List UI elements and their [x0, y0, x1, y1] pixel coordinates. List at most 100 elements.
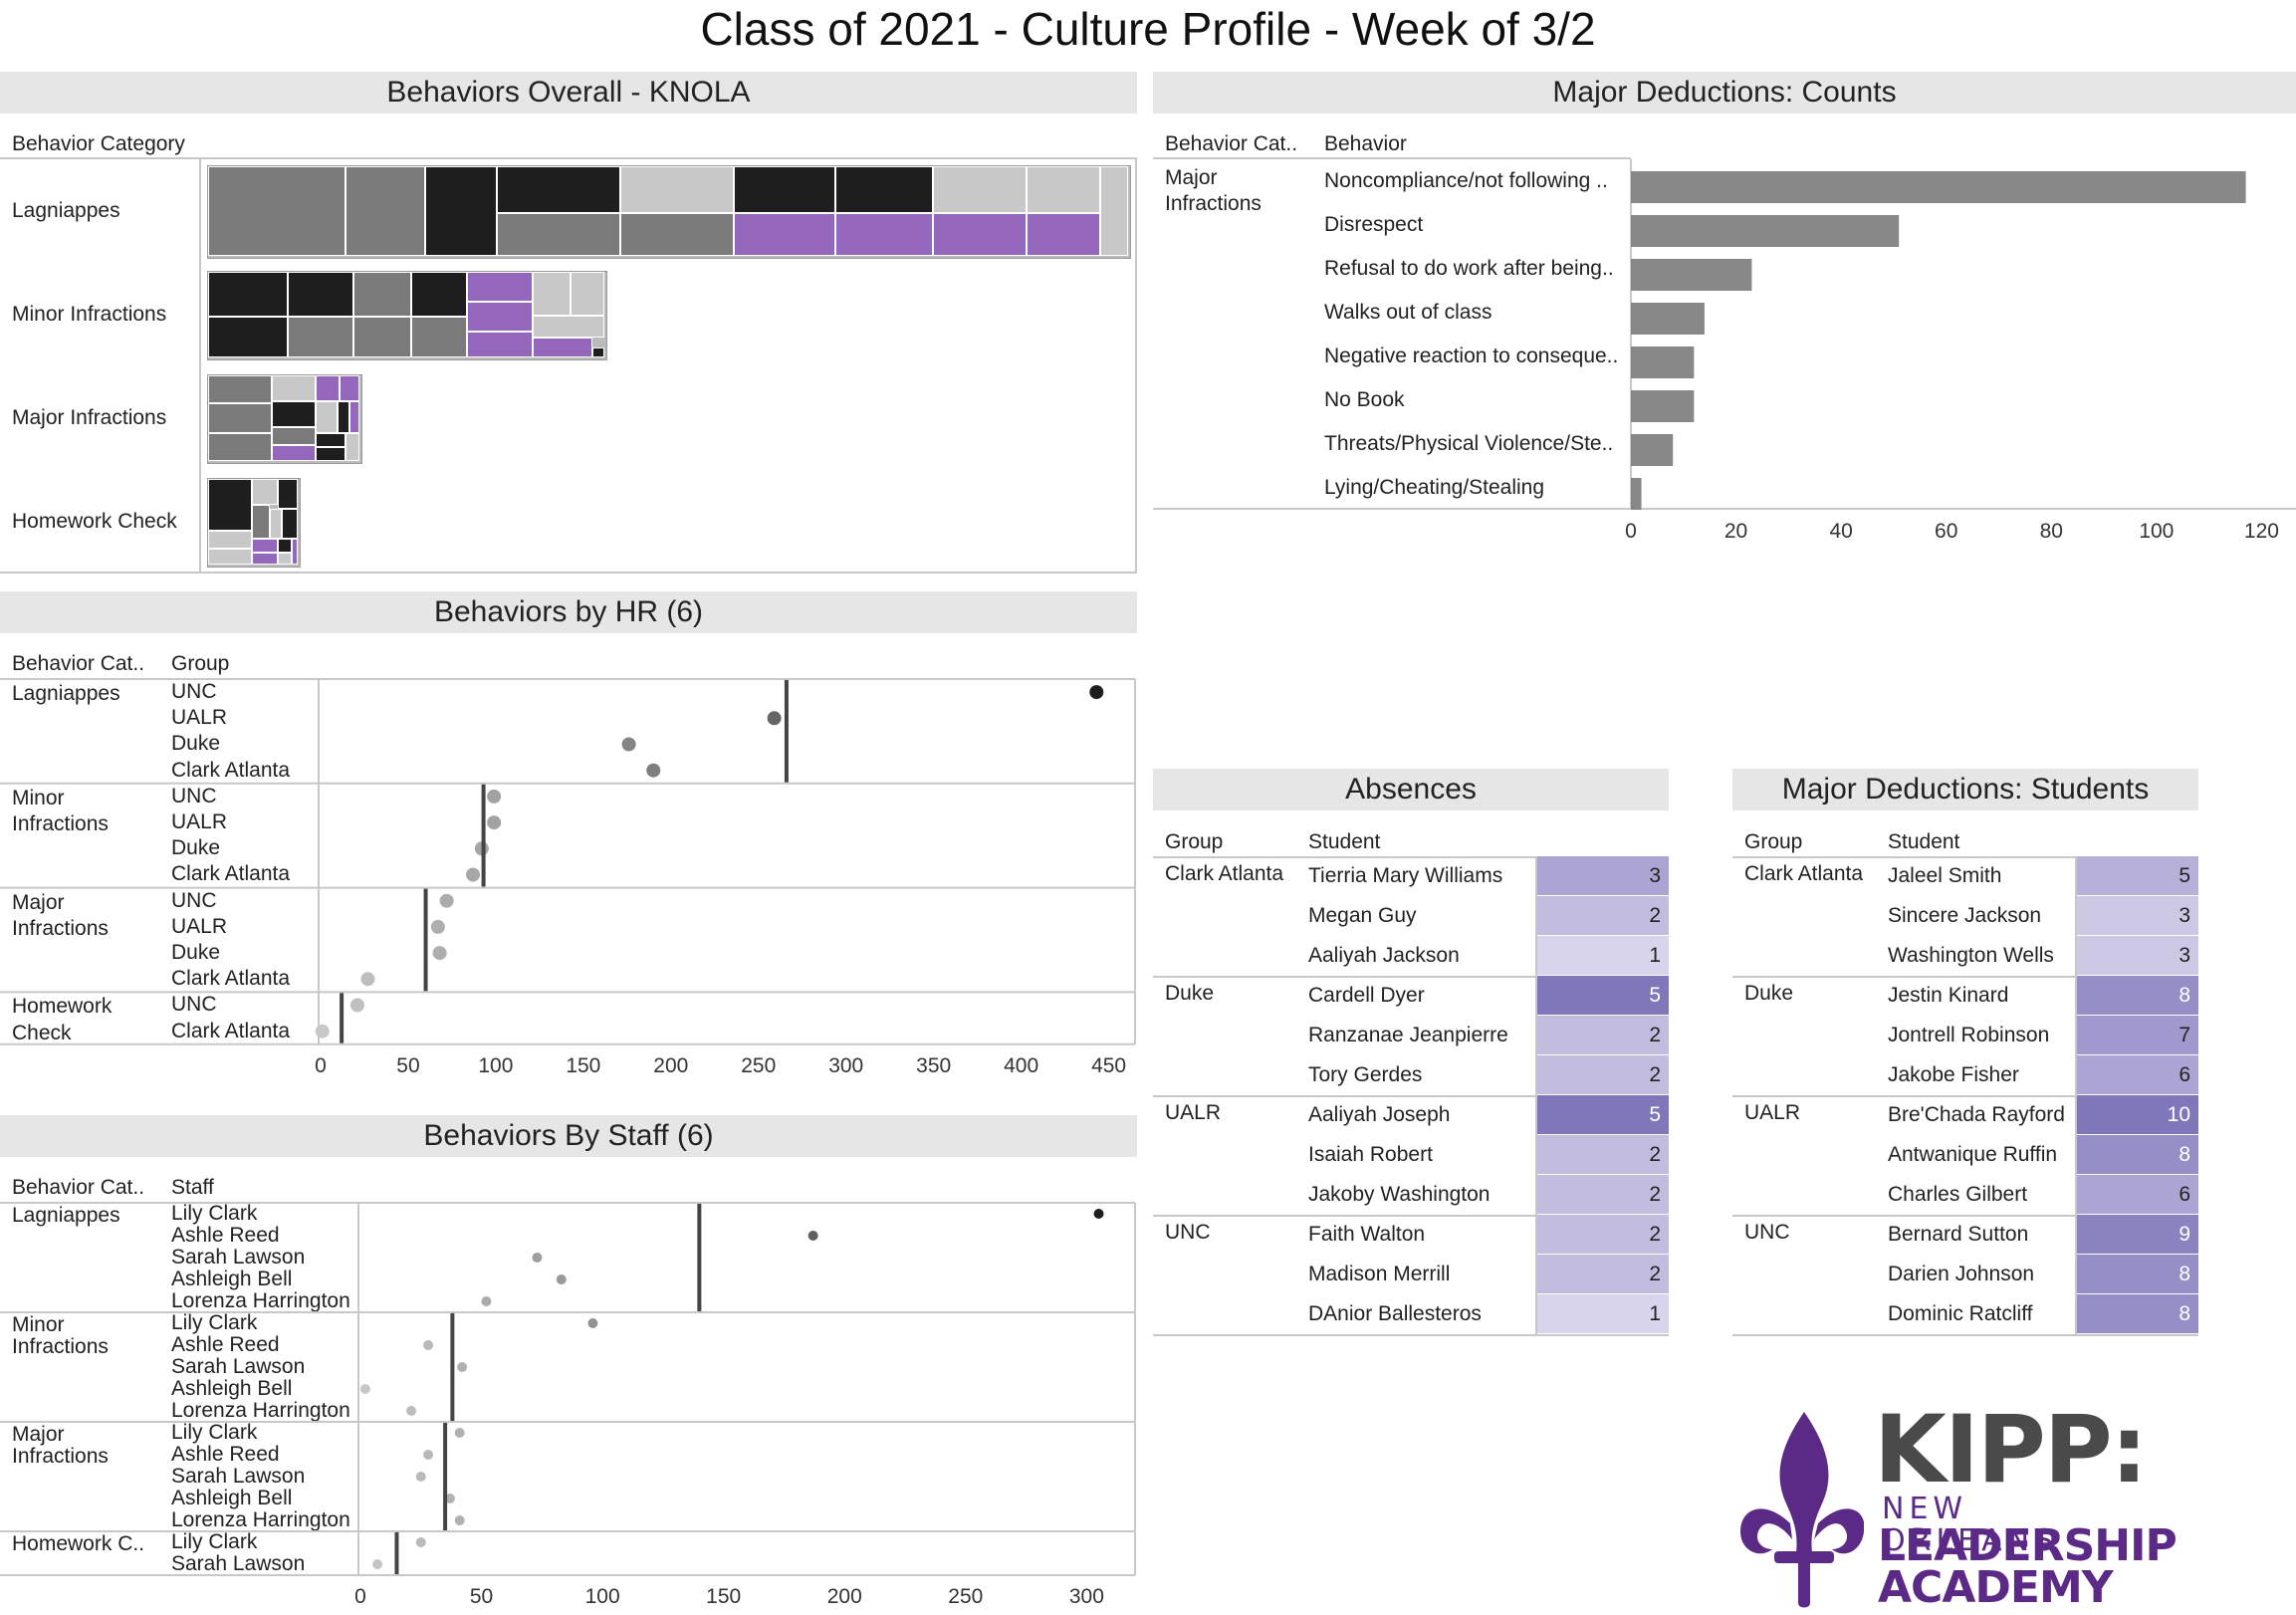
treemap-cell[interactable] — [345, 166, 425, 256]
data-point[interactable] — [621, 737, 636, 752]
treemap-cell[interactable] — [533, 316, 604, 338]
table-value-cell[interactable]: 1 — [1537, 1294, 1669, 1334]
treemap-cell[interactable] — [933, 213, 1027, 256]
treemap-cell[interactable] — [353, 272, 411, 317]
treemap-cell[interactable] — [533, 272, 571, 316]
table-value-cell[interactable]: 2 — [1537, 1175, 1669, 1215]
data-point[interactable] — [360, 972, 375, 987]
treemap-cell[interactable] — [835, 213, 933, 256]
bar[interactable] — [1631, 215, 1900, 247]
data-point[interactable] — [767, 711, 782, 726]
data-point[interactable] — [432, 946, 447, 961]
data-point[interactable] — [372, 1559, 383, 1569]
treemap-cell[interactable] — [620, 213, 734, 256]
treemap-cell[interactable] — [571, 272, 604, 316]
table-value-cell[interactable]: 5 — [2077, 856, 2198, 896]
treemap-cell[interactable] — [835, 166, 933, 213]
treemap-cell[interactable] — [272, 445, 316, 461]
treemap-major-infractions[interactable] — [207, 374, 362, 464]
data-point[interactable] — [457, 1362, 468, 1372]
table-value-cell[interactable]: 3 — [1537, 856, 1669, 896]
treemap-cell[interactable] — [278, 553, 292, 565]
table-value-cell[interactable]: 10 — [2077, 1095, 2198, 1135]
table-value-cell[interactable]: 3 — [2077, 936, 2198, 976]
data-point[interactable] — [359, 1384, 370, 1394]
treemap-cell[interactable] — [282, 509, 298, 539]
bar[interactable] — [1631, 390, 1695, 422]
table-value-cell[interactable]: 5 — [1537, 976, 1669, 1016]
table-value-cell[interactable]: 7 — [2077, 1016, 2198, 1055]
table-value-cell[interactable]: 1 — [1537, 936, 1669, 976]
treemap-cell[interactable] — [208, 272, 288, 317]
treemap-cell[interactable] — [338, 401, 349, 433]
treemap-cell[interactable] — [278, 479, 298, 509]
data-point[interactable] — [430, 919, 445, 934]
table-value-cell[interactable]: 2 — [1537, 1135, 1669, 1175]
treemap-cell[interactable] — [620, 166, 734, 213]
data-point[interactable] — [487, 815, 502, 830]
treemap-cell[interactable] — [467, 332, 533, 357]
treemap-cell[interactable] — [272, 375, 316, 401]
data-point[interactable] — [444, 1494, 455, 1503]
table-value-cell[interactable]: 5 — [1537, 1095, 1669, 1135]
treemap-minor-infractions[interactable] — [207, 271, 607, 360]
data-point[interactable] — [487, 789, 502, 804]
treemap-cell[interactable] — [270, 509, 282, 539]
data-point[interactable] — [1089, 685, 1104, 700]
treemap-cell[interactable] — [1027, 166, 1100, 213]
data-point[interactable] — [556, 1274, 567, 1284]
data-point[interactable] — [315, 1024, 330, 1038]
treemap-cell[interactable] — [411, 317, 467, 357]
treemap-cell[interactable] — [316, 375, 340, 401]
table-value-cell[interactable]: 8 — [2077, 976, 2198, 1016]
data-point[interactable] — [466, 867, 481, 882]
treemap-cell[interactable] — [208, 531, 252, 549]
treemap-cell[interactable] — [208, 166, 345, 256]
treemap-cell[interactable] — [933, 166, 1027, 213]
table-value-cell[interactable]: 2 — [1537, 896, 1669, 936]
treemap-cell[interactable] — [497, 213, 620, 256]
treemap-cell[interactable] — [425, 166, 497, 256]
treemap-cell[interactable] — [467, 272, 533, 302]
data-point[interactable] — [406, 1406, 417, 1416]
treemap-cell[interactable] — [592, 347, 604, 357]
table-value-cell[interactable]: 8 — [2077, 1135, 2198, 1175]
data-point[interactable] — [439, 893, 454, 908]
table-value-cell[interactable]: 2 — [1537, 1016, 1669, 1055]
treemap-cell[interactable] — [340, 375, 359, 401]
treemap-cell[interactable] — [208, 549, 252, 565]
bar[interactable] — [1631, 303, 1705, 335]
treemap-cell[interactable] — [497, 166, 620, 213]
data-point[interactable] — [454, 1515, 465, 1525]
treemap-cell[interactable] — [467, 302, 533, 332]
data-point[interactable] — [454, 1428, 465, 1438]
treemap-cell[interactable] — [272, 427, 316, 445]
treemap-cell[interactable] — [292, 539, 298, 565]
treemap-cell[interactable] — [316, 433, 345, 447]
data-point[interactable] — [349, 998, 364, 1013]
table-value-cell[interactable]: 2 — [1537, 1255, 1669, 1294]
data-point[interactable] — [532, 1253, 543, 1263]
treemap-cell[interactable] — [316, 447, 345, 461]
table-value-cell[interactable]: 3 — [2077, 896, 2198, 936]
treemap-cell[interactable] — [252, 505, 270, 539]
data-point[interactable] — [415, 1472, 426, 1482]
table-value-cell[interactable]: 6 — [2077, 1055, 2198, 1095]
treemap-cell[interactable] — [208, 317, 288, 357]
treemap-lagniappes[interactable] — [207, 165, 1131, 259]
data-point[interactable] — [1093, 1209, 1104, 1219]
table-value-cell[interactable]: 9 — [2077, 1215, 2198, 1255]
data-point[interactable] — [423, 1340, 434, 1350]
bar[interactable] — [1631, 478, 1642, 510]
treemap-cell[interactable] — [252, 553, 278, 565]
treemap-cell[interactable] — [208, 479, 252, 531]
treemap-cell[interactable] — [1100, 166, 1128, 256]
table-value-cell[interactable]: 6 — [2077, 1175, 2198, 1215]
treemap-cell[interactable] — [278, 539, 292, 553]
table-value-cell[interactable]: 2 — [1537, 1055, 1669, 1095]
data-point[interactable] — [587, 1318, 598, 1328]
treemap-cell[interactable] — [734, 213, 835, 256]
treemap-cell[interactable] — [252, 539, 278, 553]
treemap-cell[interactable] — [208, 433, 272, 461]
treemap-cell[interactable] — [411, 272, 467, 317]
